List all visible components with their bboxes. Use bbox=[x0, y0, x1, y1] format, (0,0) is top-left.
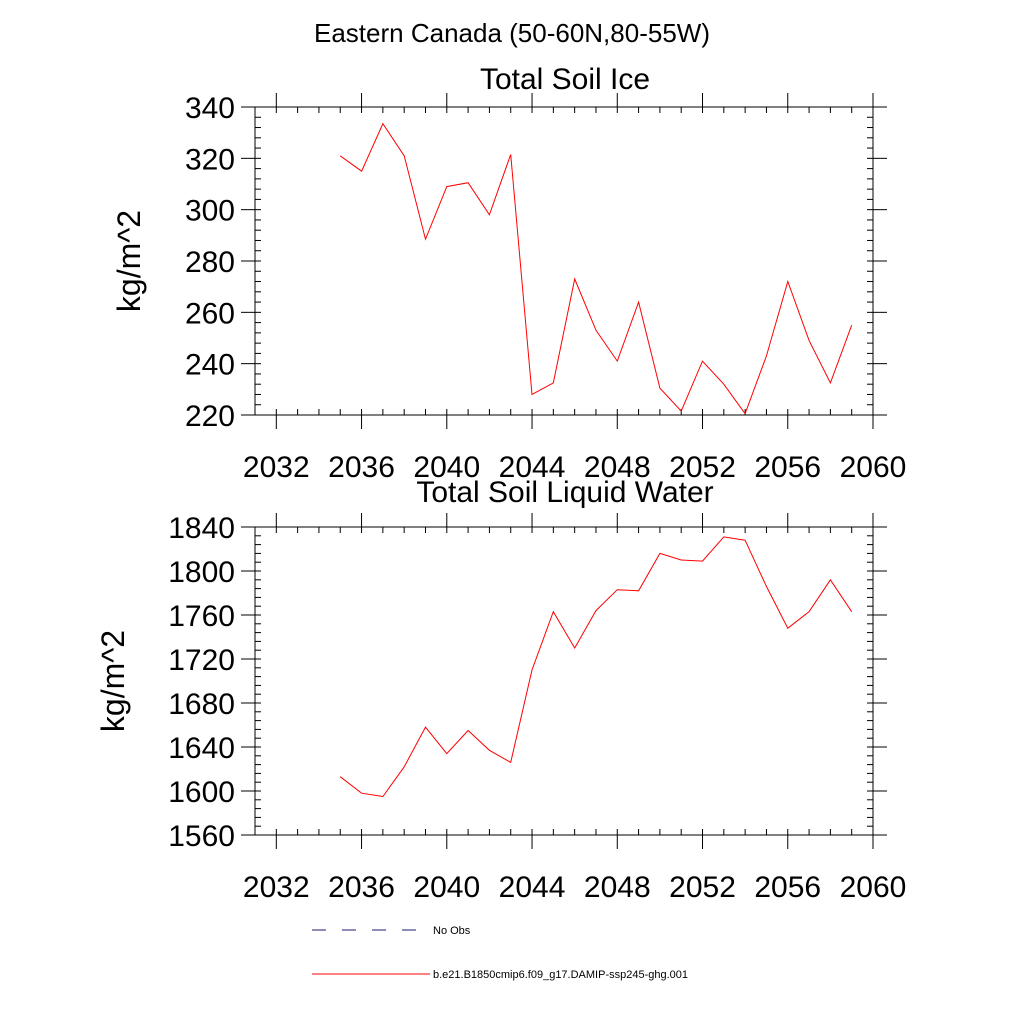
panel-title: Total Soil Liquid Water bbox=[416, 476, 713, 509]
plot-frame bbox=[254, 106, 874, 416]
x-tick-label: 2048 bbox=[584, 451, 651, 484]
y-tick-label: 1600 bbox=[168, 776, 235, 809]
x-tick-label: 2048 bbox=[584, 871, 651, 904]
x-tick-label: 2052 bbox=[669, 871, 736, 904]
x-tick-label: 2060 bbox=[840, 871, 907, 904]
x-tick-label: 2032 bbox=[243, 451, 310, 484]
series-line bbox=[339, 536, 853, 798]
y-axis-label: kg/m^2 bbox=[95, 630, 131, 732]
y-axis-label: kg/m^2 bbox=[111, 210, 147, 312]
x-tick-label: 2044 bbox=[499, 451, 566, 484]
x-tick-label: 2056 bbox=[754, 451, 821, 484]
panel-title: Total Soil Ice bbox=[480, 63, 650, 96]
y-tick-label: 1640 bbox=[168, 732, 235, 765]
y-tick-label: 1760 bbox=[168, 600, 235, 633]
series-line bbox=[339, 122, 853, 415]
y-tick-label: 1840 bbox=[168, 512, 235, 545]
y-tick-label: 300 bbox=[185, 195, 235, 228]
x-tick-label: 2036 bbox=[328, 451, 395, 484]
y-tick-label: 340 bbox=[185, 92, 235, 125]
y-tick-label: 220 bbox=[185, 400, 235, 433]
y-tick-label: 320 bbox=[185, 143, 235, 176]
panel-total-soil-liquid-water: Total Soil Liquid Water kg/m^2 2032 2036 2… bbox=[95, 476, 906, 904]
y-tick-label: 1800 bbox=[168, 556, 235, 589]
x-tick-label: 2040 bbox=[413, 871, 480, 904]
y-tick-label: 1560 bbox=[168, 820, 235, 853]
figure-title: Eastern Canada (50-60N,80-55W) bbox=[314, 18, 710, 48]
legend-label-no-obs: No Obs bbox=[433, 925, 471, 937]
panel-total-soil-ice: Total Soil Ice kg/m^2 2032 2036 2040 2044 20… bbox=[111, 63, 906, 484]
y-tick-label: 280 bbox=[185, 246, 235, 279]
x-tick-label: 2032 bbox=[243, 871, 310, 904]
legend: No Obs b.e21.B1850cmip6.f09_g17.DAMIP-ss… bbox=[312, 925, 688, 981]
y-tick-label: 1680 bbox=[168, 688, 235, 721]
y-tick-label: 260 bbox=[185, 297, 235, 330]
x-tick-label: 2056 bbox=[754, 871, 821, 904]
x-tick-label: 2052 bbox=[669, 451, 736, 484]
legend-label-model: b.e21.B1850cmip6.f09_g17.DAMIP-ssp245-gh… bbox=[433, 969, 688, 981]
x-tick-label: 2060 bbox=[840, 451, 907, 484]
y-tick-label: 240 bbox=[185, 349, 235, 382]
plot-frame bbox=[254, 526, 874, 836]
x-tick-label: 2040 bbox=[413, 451, 480, 484]
y-tick-label: 1720 bbox=[168, 644, 235, 677]
x-tick-label: 2036 bbox=[328, 871, 395, 904]
x-tick-label: 2044 bbox=[499, 871, 566, 904]
